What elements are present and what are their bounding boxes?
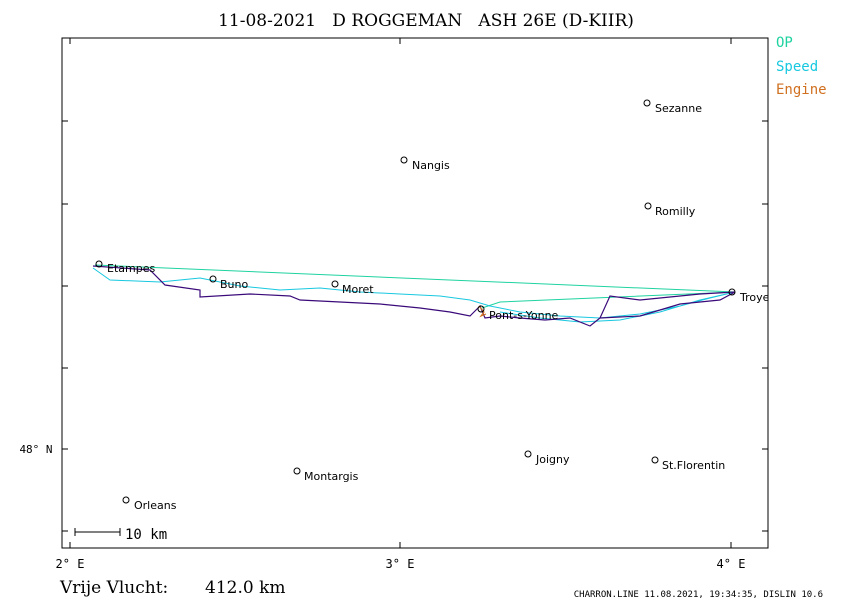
legend-entry: Speed <box>776 59 818 75</box>
frame-ticks <box>62 38 768 548</box>
town-marker <box>728 288 736 296</box>
town-label: Pont-s-Yonne <box>489 309 559 322</box>
scale-label: 10 km <box>125 527 167 543</box>
town-marker <box>331 280 339 288</box>
town-marker <box>293 467 301 475</box>
town-label: Orleans <box>134 499 177 512</box>
town-label: Nangis <box>412 159 450 172</box>
x-axis-label: 2° E <box>56 557 85 571</box>
town-marker <box>122 496 130 504</box>
speed-track <box>92 267 736 323</box>
town-marker <box>95 260 103 268</box>
legend-entry: Engine <box>776 82 827 98</box>
towns: Sezanne Nangis Romilly Etampes Buno More… <box>95 99 775 512</box>
x-axis-label: 4° E <box>717 557 746 571</box>
town-label: Montargis <box>304 470 359 483</box>
map-frame <box>61 37 769 549</box>
town-label: Moret <box>342 283 374 296</box>
distance-label: Vrije Vlucht: <box>59 578 168 598</box>
flight-track <box>92 265 736 327</box>
town-marker <box>643 99 651 107</box>
engine-track <box>478 305 487 318</box>
scale-bar: 10 km <box>74 527 167 543</box>
town-label: Sezanne <box>655 102 702 115</box>
town-label: Joigny <box>535 453 570 466</box>
x-axis-label: 3° E <box>386 557 415 571</box>
town-marker <box>651 456 659 464</box>
town-marker <box>400 156 408 164</box>
credit: CHARRON.LINE 11.08.2021, 19:34:35, DISLI… <box>574 590 823 600</box>
town-marker <box>524 450 532 458</box>
distance-value: 412.0 km <box>205 578 286 598</box>
tracks <box>92 264 736 327</box>
town-label: Buno <box>220 278 248 291</box>
town-label: Etampes <box>107 262 155 275</box>
town-label: Romilly <box>655 205 696 218</box>
town-label: St.Florentin <box>662 459 725 472</box>
town-marker <box>477 305 485 313</box>
legend-entry: OP <box>776 35 793 51</box>
title: 11-08-2021 D ROGGEMAN ASH 26E (D-KIIR) <box>218 11 634 31</box>
y-axis-label: 48° N <box>19 443 52 456</box>
town-marker <box>644 202 652 210</box>
town-label: Troyes <box>739 291 775 304</box>
town-marker <box>209 275 217 283</box>
